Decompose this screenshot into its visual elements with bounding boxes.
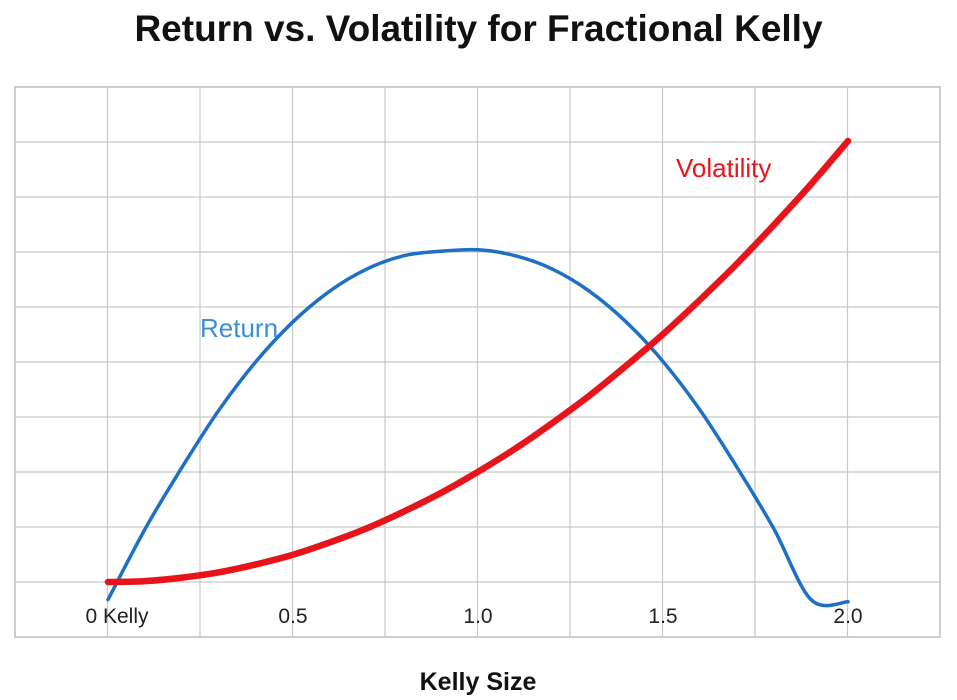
grid xyxy=(14,86,941,638)
x-tick-label: 2.0 xyxy=(833,605,862,628)
series-label-return: Return xyxy=(200,313,278,343)
x-tick-label: 0.5 xyxy=(278,605,307,628)
series-label-volatility: Volatility xyxy=(676,153,771,183)
x-tick-label: 0 Kelly xyxy=(85,605,149,628)
x-axis-label: Kelly Size xyxy=(420,668,537,696)
series-layer xyxy=(104,137,852,608)
x-tick-label: 1.5 xyxy=(648,605,677,628)
x-tick-label: 1.0 xyxy=(463,605,492,628)
series-line-return xyxy=(106,247,850,608)
series-line-volatility xyxy=(104,137,852,586)
x-axis-ticks: 0 Kelly 0.5 1.0 1.5 2.0 xyxy=(85,605,862,628)
chart-title: Return vs. Volatility for Fractional Kel… xyxy=(134,8,823,49)
